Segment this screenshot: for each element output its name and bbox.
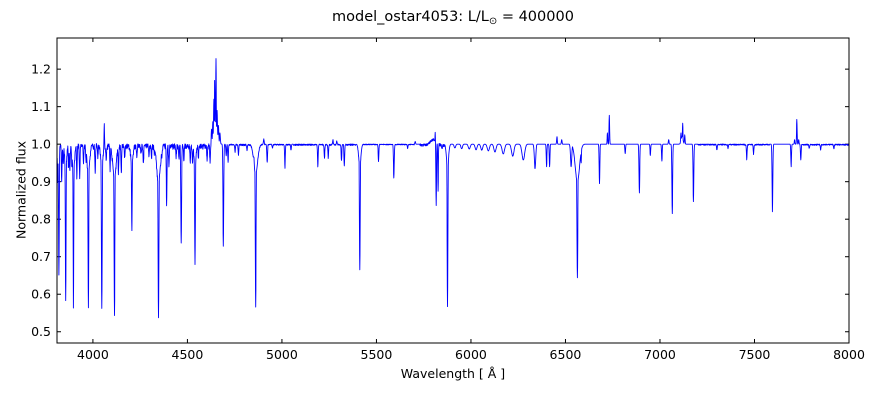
x-tick-label: 8000 xyxy=(833,347,865,362)
x-tick-label: 6000 xyxy=(455,347,487,362)
y-axis-label: Normalized flux xyxy=(13,140,29,240)
chart-title-suffix: = 400000 xyxy=(497,9,574,25)
chart-title: model_ostar4053: L/L⊙ = 400000 xyxy=(57,9,849,27)
sun-symbol: ⊙ xyxy=(488,16,498,27)
y-tick-label: 0.7 xyxy=(31,249,51,264)
axes-frame xyxy=(56,37,850,344)
x-tick-label: 7500 xyxy=(739,347,771,362)
spectrum-line xyxy=(56,58,850,319)
chart-title-prefix: model_ostar4053: L/L xyxy=(332,9,489,25)
y-tick-label: 1.0 xyxy=(31,137,51,152)
axis-tick-labels: 4000 4500 5000 5500 6000 6500 7000 7500 8000 0.5 0… xyxy=(31,62,865,362)
x-tick-label: 4500 xyxy=(172,347,204,362)
y-tick-label: 0.6 xyxy=(31,287,51,302)
x-axis-label: Wavelength [ Å ] xyxy=(400,366,506,381)
y-tick-label: 1.2 xyxy=(31,62,51,77)
y-tick-label: 0.5 xyxy=(31,324,51,339)
x-tick-label: 5000 xyxy=(266,347,298,362)
x-tick-label: 5500 xyxy=(361,347,393,362)
x-tick-label: 7000 xyxy=(644,347,676,362)
y-tick-label: 1.1 xyxy=(31,99,51,114)
y-tick-label: 0.9 xyxy=(31,174,51,189)
y-tick-label: 0.8 xyxy=(31,212,51,227)
x-tick-label: 6500 xyxy=(550,347,582,362)
x-tick-label: 4000 xyxy=(77,347,109,362)
axis-ticks xyxy=(57,38,850,343)
